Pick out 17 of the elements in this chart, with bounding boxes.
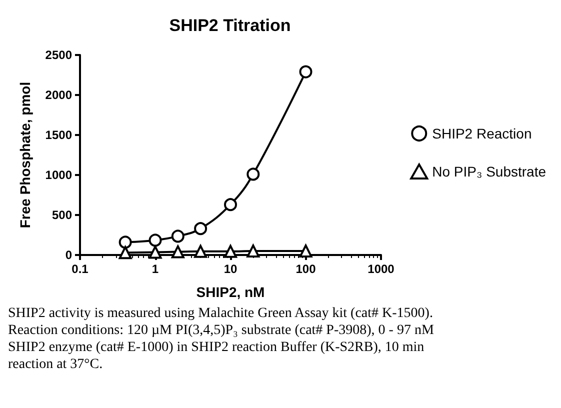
y-tick-label: 2000 xyxy=(45,88,72,102)
legend-label: SHIP2 Reaction xyxy=(432,126,532,142)
y-axis-title: Free Phosphate, pmol xyxy=(17,82,33,228)
chart-title: SHIP2 Titration xyxy=(169,16,291,35)
x-tick-label: 1 xyxy=(152,262,159,276)
text: SHIP2 activity is measured using Malachite Green Assay kit (cat# K-1500). Reaction conditions: 120 µM PI(3,4,5)P₃ substrate (cat# P-3908), 0 - 97 nM SHIP2 enzyme (cat# E-1000) in SHIP2 reaction Buffer (K-S2RB), 10 min reaction at 37°C. xyxy=(8,305,435,373)
y-tick-label: 1000 xyxy=(45,168,72,182)
x-tick-label: 0.1 xyxy=(72,262,89,276)
x-tick-label: 10 xyxy=(224,262,238,276)
x-tick-label: 100 xyxy=(296,262,316,276)
y-tick-label: 500 xyxy=(52,208,72,222)
x-tick-label: 1000 xyxy=(368,262,395,276)
legend-label: No PIP₃ Substrate xyxy=(432,164,546,180)
y-tick-label: 2500 xyxy=(45,48,72,62)
y-tick-label: 0 xyxy=(65,248,72,262)
x-axis-title: SHIP2, nM xyxy=(196,284,265,300)
y-tick-label: 1500 xyxy=(45,128,72,142)
